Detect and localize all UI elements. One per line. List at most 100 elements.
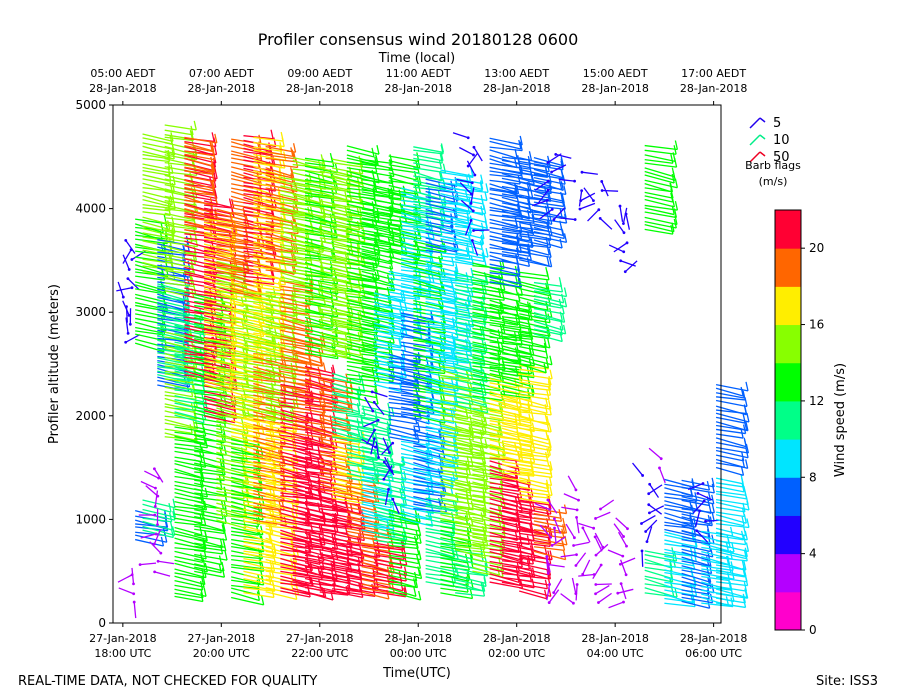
wind-barb [135, 218, 167, 225]
wind-barb [203, 245, 233, 253]
wind-barb [142, 204, 176, 210]
wind-barb [174, 517, 203, 524]
wind-barb [216, 432, 245, 443]
wind-barb [216, 494, 245, 500]
wind-barb [142, 221, 170, 231]
wind-barb [142, 174, 171, 182]
wind-barb-flag [232, 355, 236, 366]
wind-barb-flag [221, 568, 226, 578]
wind-barb [122, 249, 132, 264]
wind-barb-dot [469, 201, 473, 205]
wind-barb [194, 467, 223, 474]
wind-barb-flag [169, 520, 174, 531]
wind-barb [184, 287, 217, 296]
wind-barb [203, 362, 234, 370]
wind-barb-flag [184, 282, 188, 292]
wind-barb-dot [370, 390, 374, 394]
wind-barb [174, 579, 205, 588]
wind-barb [157, 352, 185, 358]
wind-barb [194, 426, 223, 434]
wind-barb [194, 558, 222, 566]
wind-barb [154, 571, 171, 577]
wind-barb-flag [484, 341, 488, 352]
wind-barb [135, 238, 168, 245]
wind-barb [194, 525, 226, 533]
wind-barb [203, 415, 236, 424]
wind-barb [157, 296, 190, 306]
wind-barb-dot [373, 428, 376, 432]
wind-barb [203, 207, 234, 216]
wind-barb [184, 162, 215, 173]
wind-barb [184, 175, 215, 183]
wind-barb [142, 133, 174, 142]
wind-barb [174, 550, 207, 560]
wind-barb-flag [210, 156, 214, 167]
wind-barb-flag [218, 563, 222, 573]
wind-barb-flag [240, 418, 245, 428]
wind-barb [164, 212, 195, 221]
wind-barb-flag [168, 502, 172, 513]
wind-barb [216, 395, 244, 405]
wind-barb-flag [243, 409, 247, 419]
wind-barb [203, 294, 233, 300]
wind-barb [142, 178, 176, 186]
wind-barb [154, 490, 159, 507]
wind-barb-flag [171, 526, 176, 536]
wind-barb [203, 273, 235, 282]
wind-barb-flag [224, 550, 228, 561]
wind-barb-flag [204, 487, 208, 498]
wind-barb-dot [388, 451, 391, 454]
wind-barb [134, 342, 165, 353]
wind-barb-flag [160, 223, 164, 233]
wind-barb [184, 349, 213, 358]
wind-barb-flag [451, 565, 456, 575]
wind-barb [134, 321, 167, 332]
wind-barb [164, 150, 198, 161]
wind-barb [135, 333, 164, 342]
wind-barb [203, 263, 235, 273]
wind-barb [164, 129, 194, 136]
wind-barb [194, 570, 225, 578]
wind-barb [204, 204, 234, 209]
wind-barb [164, 415, 197, 420]
wind-barb-dot [121, 295, 125, 299]
wind-barb [459, 146, 474, 156]
wind-barb-dot [153, 504, 157, 508]
wind-barb [346, 145, 380, 155]
wind-barb [142, 261, 174, 271]
wind-barb-dot [387, 487, 390, 491]
wind-barb [164, 124, 197, 131]
wind-barb [144, 470, 159, 479]
wind-barb [203, 363, 232, 373]
wind-barb [216, 490, 248, 497]
wind-barb-dot [470, 181, 474, 185]
wind-barb [157, 251, 186, 257]
wind-barb [184, 196, 213, 207]
wind-barb [174, 584, 203, 591]
wind-barb [203, 221, 237, 231]
wind-barb [203, 247, 233, 257]
wind-barb [194, 368, 226, 378]
wind-barb [142, 163, 171, 171]
wind-barb [117, 574, 133, 583]
wind-barb [174, 530, 207, 541]
wind-barb [194, 422, 226, 429]
wind-barb-flag [199, 580, 204, 591]
wind-barb [194, 563, 225, 572]
wind-barb [203, 367, 235, 377]
wind-barb-flag [418, 550, 422, 560]
wind-barb [142, 207, 171, 212]
wind-barb [174, 572, 205, 579]
wind-barb-dot [471, 209, 475, 213]
wind-barb [149, 541, 162, 554]
wind-barb [203, 337, 234, 343]
wind-barb [194, 471, 226, 476]
wind-barb [203, 372, 233, 381]
wind-barb-flag [211, 142, 215, 152]
wind-barb [174, 374, 206, 384]
wind-barb [142, 142, 174, 150]
wind-barb-flag [172, 508, 176, 518]
wind-barb [125, 334, 141, 343]
wind-barb [125, 306, 128, 323]
wind-barb [184, 170, 214, 175]
